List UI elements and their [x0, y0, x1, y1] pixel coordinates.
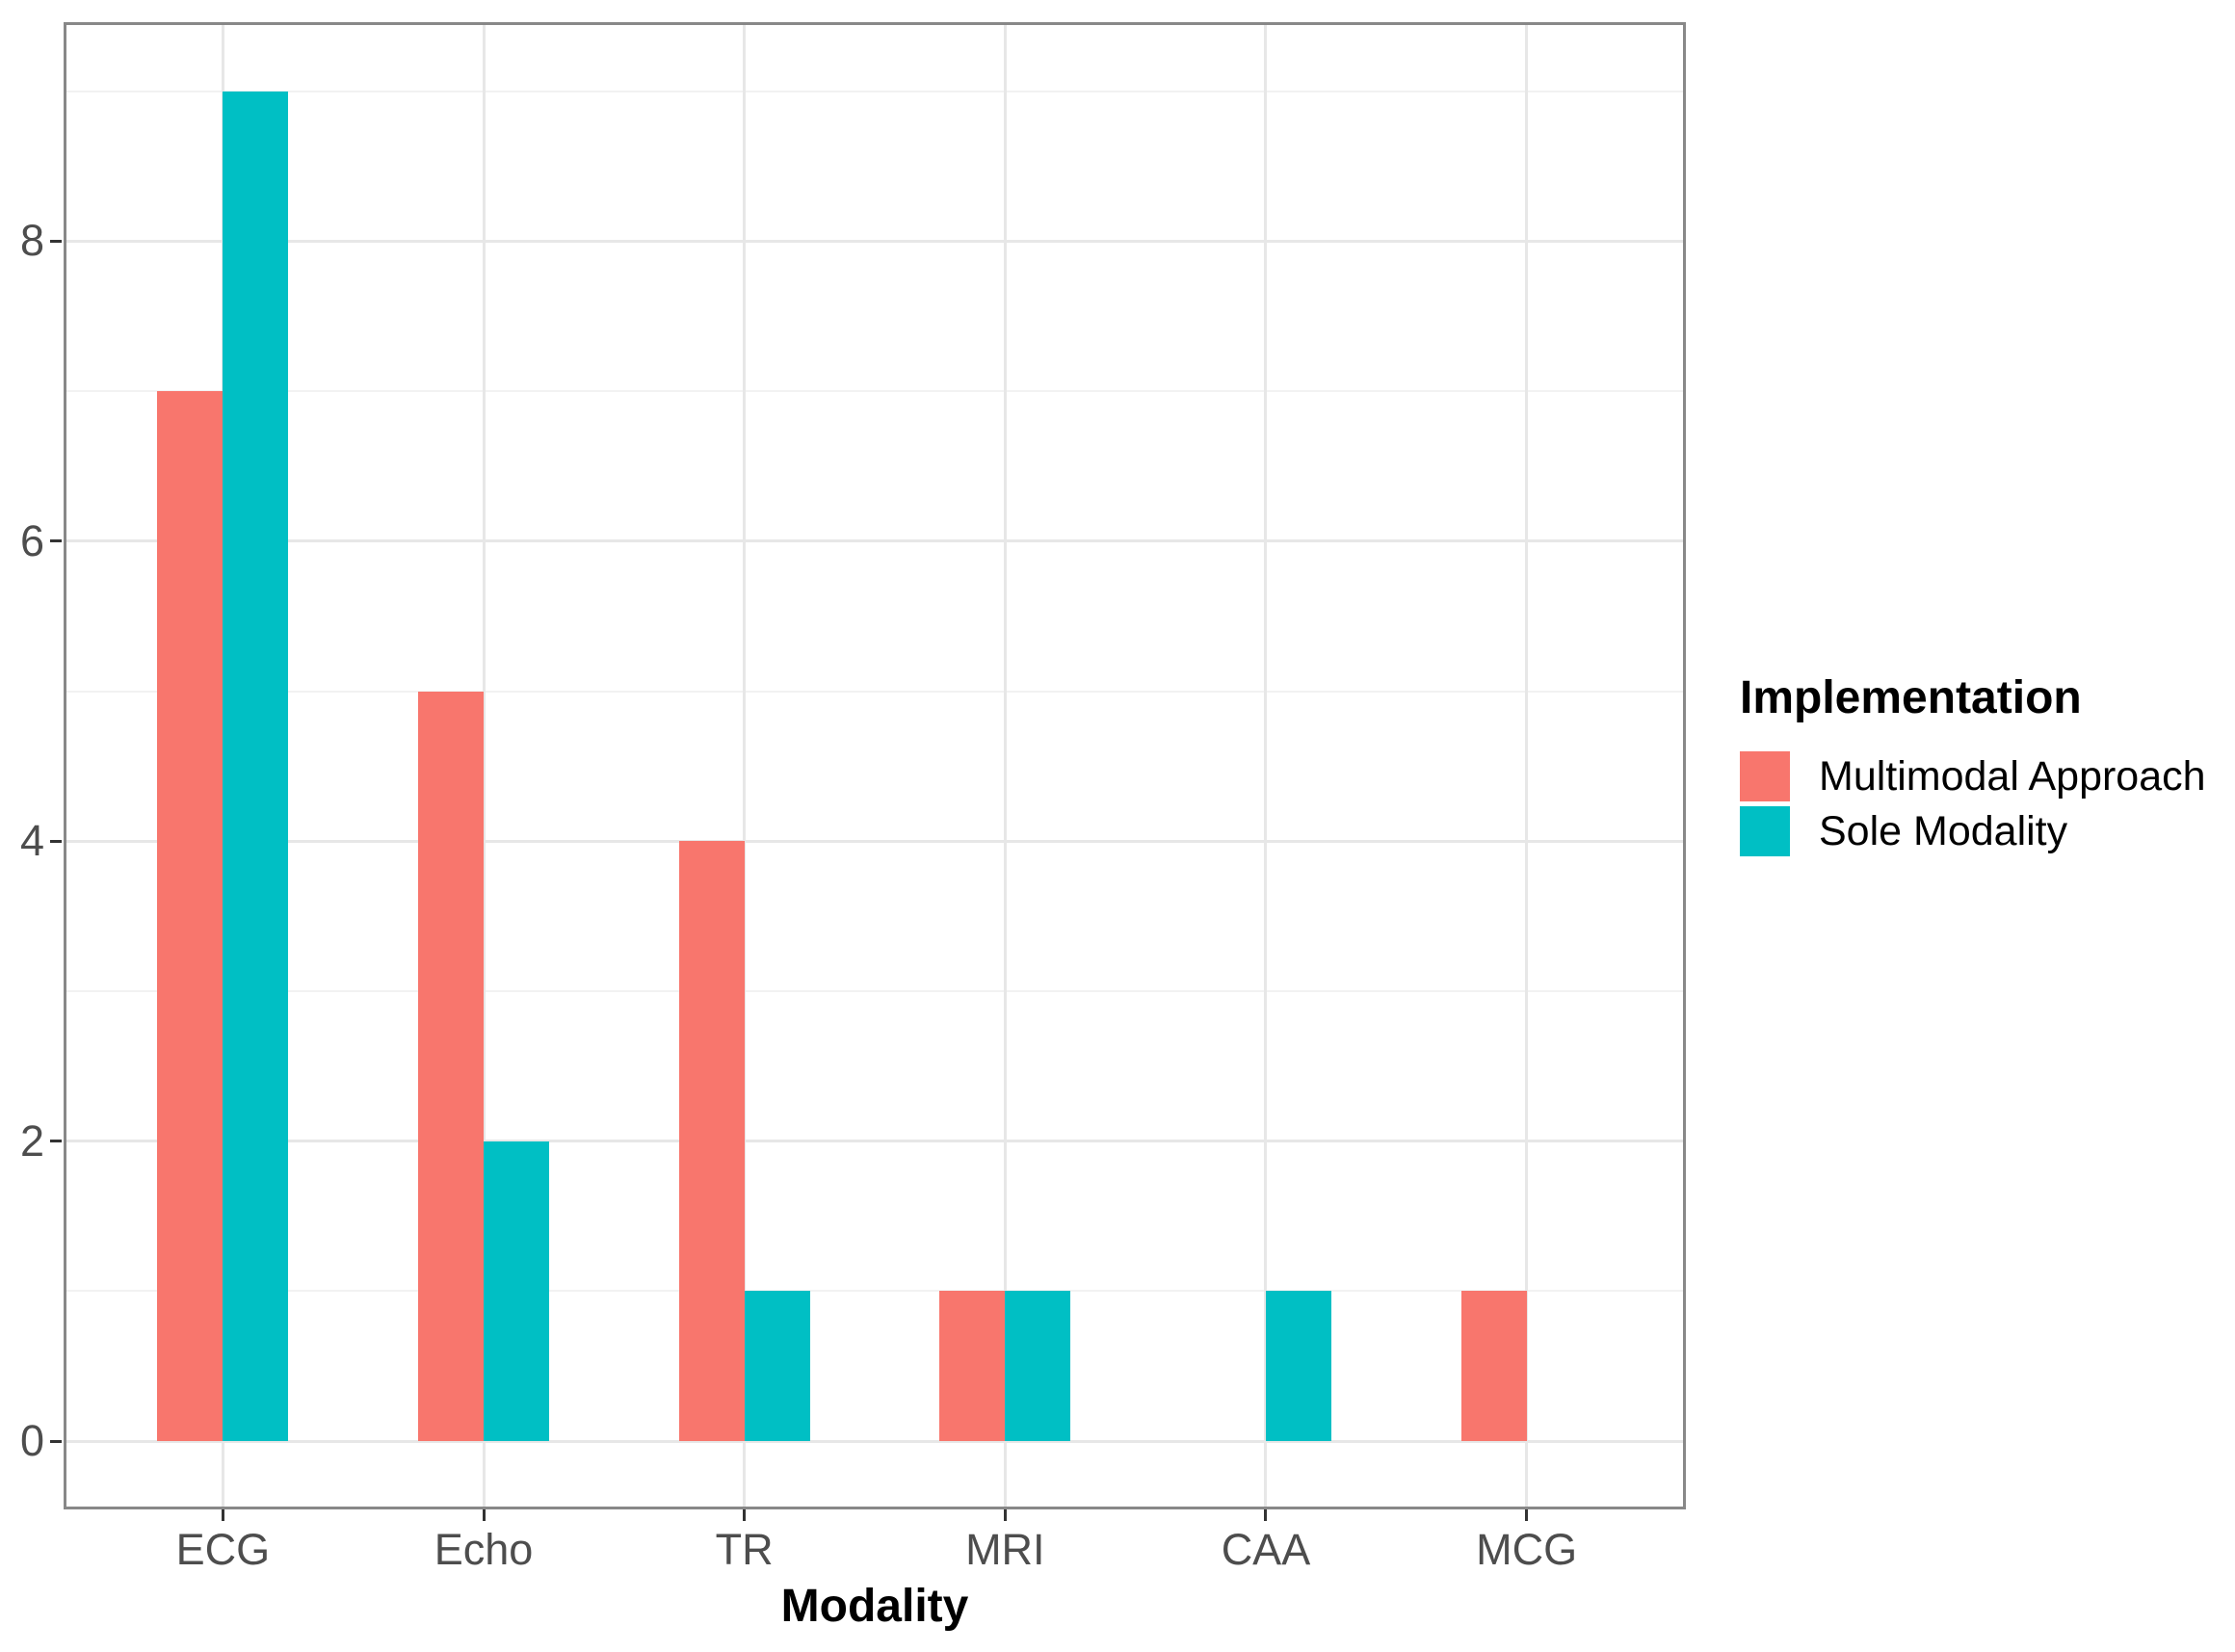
bar-CAA-sole-modality	[1265, 1291, 1331, 1441]
legend-item-multimodal-approach: Multimodal Approach	[1740, 751, 2235, 801]
gridline-major-y2	[66, 1140, 1683, 1143]
y-tick-label-8: 8	[19, 216, 44, 266]
legend-swatch-sole-modality	[1740, 806, 1790, 856]
gridline-major-x-Echo	[482, 25, 486, 1507]
bar-MCG-multimodal-approach	[1460, 1291, 1527, 1441]
gridline-major-y8	[66, 239, 1683, 243]
x-axis-tick-MRI	[1003, 1509, 1007, 1521]
bar-Echo-multimodal-approach	[418, 691, 485, 1441]
gridline-major-x-MCG	[1525, 25, 1529, 1507]
x-tick-label-MRI: MRI	[965, 1525, 1045, 1574]
gridline-major-y6	[66, 539, 1683, 543]
legend-label: Sole Modality	[1819, 807, 2068, 854]
x-axis-tick-TR	[743, 1509, 747, 1521]
gridline-major-y4	[66, 839, 1683, 843]
legend-label: Multimodal Approach	[1819, 752, 2206, 800]
gridline-minor-y7	[66, 390, 1683, 393]
bar-MRI-sole-modality	[1005, 1291, 1071, 1441]
x-axis-tick-CAA	[1264, 1509, 1268, 1521]
bar-ECG-multimodal-approach	[157, 391, 224, 1441]
x-axis-tick-Echo	[482, 1509, 486, 1521]
bar-TR-sole-modality	[744, 1291, 810, 1441]
gridline-minor-y3	[66, 989, 1683, 992]
y-axis-tick-4	[50, 839, 62, 843]
plot-panel	[64, 22, 1686, 1509]
legend-item-sole-modality: Sole Modality	[1740, 806, 2235, 856]
gridline-major-x-CAA	[1264, 25, 1268, 1507]
bar-MRI-multimodal-approach	[939, 1291, 1006, 1441]
y-axis-tick-6	[50, 539, 62, 543]
x-axis-title: Modality	[780, 1581, 969, 1632]
bar-ECG-sole-modality	[223, 91, 289, 1441]
x-tick-label-Echo: Echo	[434, 1525, 534, 1574]
x-tick-label-ECG: ECG	[175, 1525, 271, 1574]
legend-title: Implementation	[1740, 672, 2082, 723]
gridline-major-y0	[66, 1439, 1683, 1443]
x-tick-label-MCG: MCG	[1476, 1525, 1578, 1574]
x-axis-tick-ECG	[221, 1509, 224, 1521]
x-axis-tick-MCG	[1525, 1509, 1529, 1521]
y-tick-label-2: 2	[19, 1115, 44, 1166]
bar-Echo-sole-modality	[484, 1141, 550, 1441]
legend: Implementation Multimodal Approach Sole M…	[1740, 671, 2235, 861]
y-axis-tick-2	[50, 1140, 62, 1143]
y-axis-tick-0	[50, 1439, 62, 1443]
gridline-major-x-TR	[743, 25, 747, 1507]
gridline-minor-y9	[66, 90, 1683, 92]
y-tick-label-6: 6	[19, 515, 44, 565]
bar-TR-multimodal-approach	[678, 841, 745, 1441]
gridline-minor-y5	[66, 690, 1683, 693]
x-tick-label-CAA: CAA	[1221, 1525, 1311, 1574]
legend-swatch-multimodal-approach	[1740, 751, 1790, 801]
gridline-minor-y1	[66, 1290, 1683, 1293]
gridline-major-x-MRI	[1003, 25, 1007, 1507]
legend-items: Multimodal Approach Sole Modality	[1740, 751, 2235, 856]
y-tick-label-4: 4	[19, 816, 44, 866]
x-tick-label-TR: TR	[715, 1525, 774, 1574]
y-axis-tick-8	[50, 239, 62, 243]
y-tick-label-0: 0	[19, 1416, 44, 1465]
